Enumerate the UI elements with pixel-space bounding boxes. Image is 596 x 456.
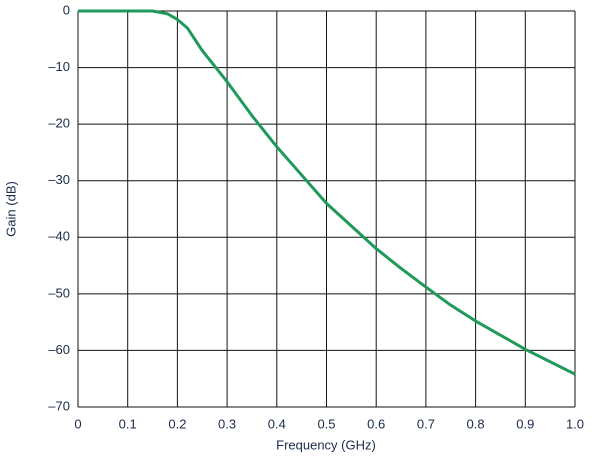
x-tick-label: 0.4 bbox=[268, 416, 286, 431]
x-tick-label: 1.0 bbox=[566, 416, 584, 431]
y-tick-label: –10 bbox=[48, 59, 70, 74]
y-tick-label: –20 bbox=[48, 116, 70, 131]
y-tick-label: –40 bbox=[48, 229, 70, 244]
x-tick-label: 0 bbox=[74, 416, 81, 431]
y-tick-label: –30 bbox=[48, 172, 70, 187]
y-tick-label: –70 bbox=[48, 398, 70, 413]
x-axis-label: Frequency (GHz) bbox=[276, 437, 376, 452]
x-tick-label: 0.1 bbox=[119, 416, 137, 431]
y-tick-label: –50 bbox=[48, 285, 70, 300]
x-tick-label: 0.8 bbox=[467, 416, 485, 431]
line bbox=[78, 9, 576, 376]
x-tick-label: 0.6 bbox=[367, 416, 385, 431]
x-tick-label: 0.5 bbox=[317, 416, 335, 431]
x-tick-label: 0.2 bbox=[168, 416, 186, 431]
y-tick-label: 0 bbox=[63, 2, 70, 17]
x-tick-label: 0.7 bbox=[417, 416, 435, 431]
x-tick-label: 0.3 bbox=[218, 416, 236, 431]
x-tick-label: 0.9 bbox=[516, 416, 534, 431]
y-tick-label: –60 bbox=[48, 342, 70, 357]
y-axis-label: Gain (dB) bbox=[3, 181, 18, 237]
